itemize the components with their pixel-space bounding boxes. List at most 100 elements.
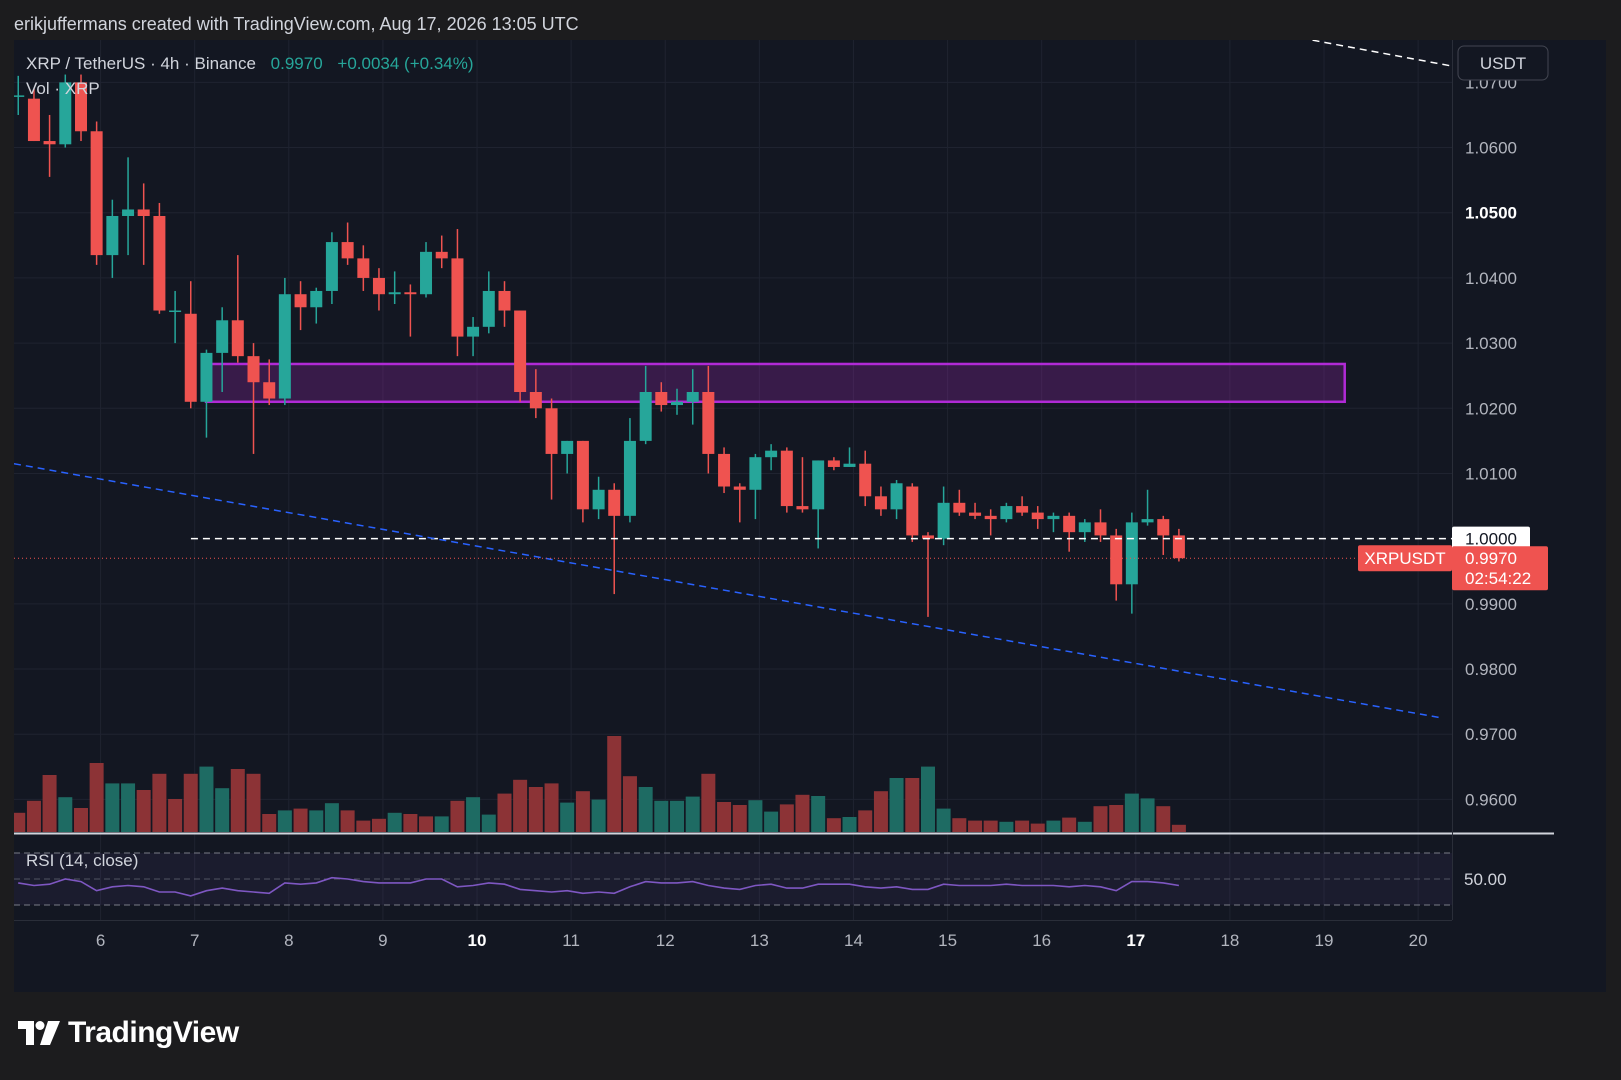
volume-bar (795, 794, 810, 832)
price-tick: 1.0100 (1465, 464, 1517, 483)
volume-bar (168, 799, 183, 832)
candle-body (655, 392, 668, 406)
volume-bar (183, 773, 198, 832)
volume-bar (622, 776, 637, 832)
volume-bar (403, 814, 418, 832)
volume-bar (528, 787, 543, 832)
candle-body (969, 512, 982, 516)
candle-body (122, 209, 135, 216)
volume-bar (387, 812, 402, 832)
candle-body (686, 392, 699, 402)
volume-bar (152, 773, 167, 832)
volume-bar (1015, 820, 1030, 832)
volume-bar (356, 820, 371, 832)
candle-body (1110, 535, 1123, 585)
level-price-label: 1.0000 (1452, 526, 1530, 551)
candle-body (247, 356, 260, 383)
candle-body (1016, 506, 1029, 513)
candle-body (984, 515, 997, 520)
time-label: 8 (284, 931, 293, 950)
volume-bar (136, 790, 151, 832)
time-label: 11 (562, 931, 580, 950)
volume-bar (1062, 817, 1077, 832)
candle-body (796, 506, 809, 510)
volume-bar (230, 769, 245, 832)
time-label: 10 (468, 931, 487, 950)
chart-svg[interactable]: XRP / TetherUS · 4h · Binance 0.9970 +0.… (11, 19, 1606, 992)
volume-bar (779, 804, 794, 832)
candle-body (216, 320, 229, 353)
candle-body (341, 242, 354, 259)
candle-body (702, 392, 715, 454)
time-label: 9 (378, 931, 387, 950)
candle-body (451, 258, 464, 337)
candle-body (294, 294, 307, 308)
volume-bar (858, 810, 873, 832)
volume-bar (1109, 805, 1124, 832)
volume-bar (607, 736, 622, 832)
volume-bar (1124, 793, 1139, 832)
price-change: +0.0034 (+0.34%) (337, 54, 473, 73)
candle-body (1031, 512, 1044, 520)
candle-body (12, 95, 25, 97)
price-tag-box (1452, 546, 1548, 591)
volume-bar (466, 797, 481, 832)
candle-body (325, 242, 338, 291)
volume-bar (638, 787, 653, 832)
volume-bar (842, 817, 857, 832)
candle-body (1000, 506, 1013, 520)
volume-bar (26, 800, 41, 832)
candle-body (937, 502, 950, 539)
currency-button[interactable] (1457, 45, 1549, 81)
volume-bar (340, 810, 355, 832)
candle-body (671, 401, 684, 406)
price-tick: 1.0500 (1465, 204, 1517, 223)
current-price-tag: XRPUSDT 0.9970 02:54:22 (1358, 545, 1548, 591)
volume-bar (811, 796, 826, 832)
legend-line: XRP / TetherUS · 4h · Binance 0.9970 +0.… (26, 54, 474, 73)
author-credit: erikjuffermans created with TradingView.… (14, 14, 579, 34)
volume-layer (11, 736, 1186, 832)
candle-body (404, 292, 417, 295)
volume-bar (89, 763, 104, 832)
candle-body (749, 457, 762, 490)
volume-bar (748, 800, 763, 832)
time-label: 17 (1126, 931, 1145, 950)
bar-countdown: 02:54:22 (1465, 569, 1531, 588)
volume-bar (1171, 824, 1186, 832)
brand-name: TradingView (68, 1016, 239, 1049)
volume-bar (434, 816, 449, 832)
time-label: 6 (96, 931, 105, 950)
candle-body (184, 313, 197, 402)
volume-bar (654, 800, 669, 832)
candle-body (231, 320, 244, 357)
candle-body (435, 251, 448, 259)
level-label-box (1452, 526, 1530, 551)
tradingview-brand[interactable]: TradingView (18, 1016, 239, 1050)
candle-body (357, 258, 370, 278)
last-price: 0.9970 (271, 54, 323, 73)
price-tick: 1.0200 (1465, 399, 1517, 418)
price-tick: 1.0600 (1465, 139, 1517, 158)
time-label: 20 (1409, 931, 1428, 950)
candle-body (482, 290, 495, 327)
level-label-text: 1.0000 (1465, 530, 1517, 549)
candle-body (498, 290, 511, 311)
volume-bar (481, 814, 496, 832)
chart-background (14, 40, 1606, 992)
volume-bar (544, 783, 559, 832)
candle-body (263, 382, 276, 399)
volume-bar (309, 810, 324, 832)
candle-body (859, 463, 872, 497)
volume-bar (575, 791, 590, 832)
candle-body (874, 496, 887, 510)
time-label: 16 (1032, 931, 1051, 950)
time-label: 15 (938, 931, 957, 950)
volume-bar (262, 814, 277, 832)
volume-bar (450, 800, 465, 832)
symbol-line: XRP / TetherUS · 4h · Binance (26, 54, 256, 73)
time-label: 18 (1220, 931, 1239, 950)
candle-body (388, 292, 401, 295)
candle-body (420, 251, 433, 295)
